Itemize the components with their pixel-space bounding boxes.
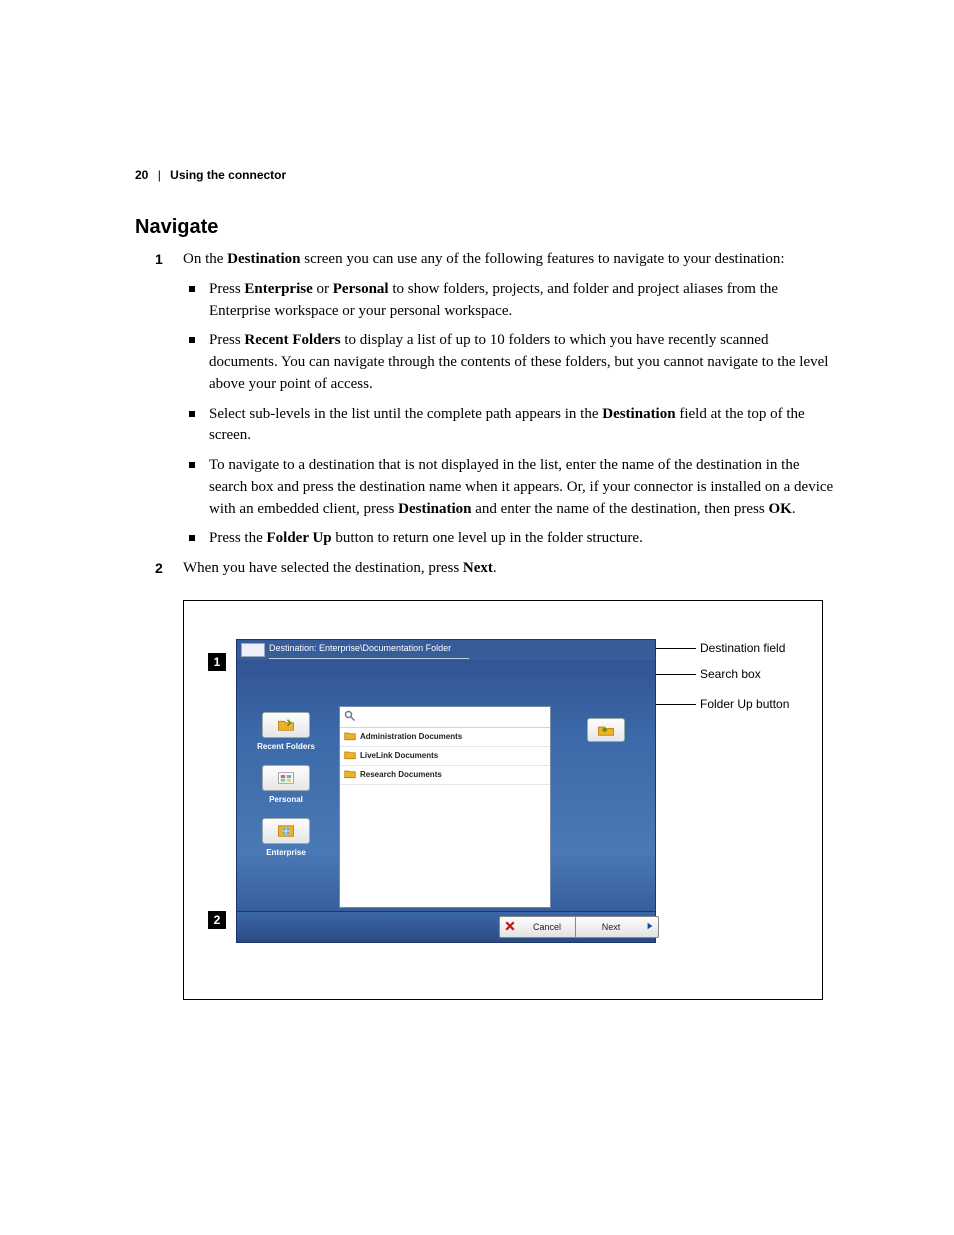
personal-button[interactable] [262, 765, 310, 791]
section-title: Using the connector [170, 168, 286, 182]
folder-up-icon [597, 723, 615, 737]
callout-marker-1: 1 [208, 653, 226, 671]
step-1-number: 1 [155, 249, 163, 269]
title-underline [269, 658, 469, 659]
next-button[interactable]: Next [575, 916, 659, 938]
page-number: 20 [135, 168, 148, 182]
bullet-enterprise-personal: Press Enterprise or Personal to show fol… [183, 279, 834, 323]
cancel-button[interactable]: Cancel [499, 916, 583, 938]
personal-label: Personal [251, 795, 321, 804]
next-arrow-icon [646, 922, 654, 930]
folder-icon [344, 769, 356, 779]
callout-folder-up: Folder Up button [700, 697, 789, 711]
personal-icon [277, 771, 295, 785]
step-2-number: 2 [155, 558, 163, 578]
folder-item[interactable]: Research Documents [340, 766, 550, 785]
device-titlebar: Destination: Enterprise\Documentation Fo… [237, 640, 655, 660]
recent-folders-label: Recent Folders [251, 742, 321, 751]
running-header: 20 | Using the connector [135, 168, 834, 182]
sidebar: Recent Folders Personal Enterprise [251, 712, 321, 871]
folder-up-button[interactable] [587, 718, 625, 742]
callout-search-box: Search box [700, 667, 761, 681]
folder-item[interactable]: LiveLink Documents [340, 747, 550, 766]
step-2-text: When you have selected the destination, … [183, 560, 497, 576]
search-box[interactable] [340, 707, 550, 728]
bottom-bar: Cancel Next [237, 911, 655, 942]
bullet-recent-folders: Press Recent Folders to display a list o… [183, 330, 834, 395]
heading-navigate: Navigate [135, 216, 834, 239]
folder-icon [344, 731, 356, 741]
folder-icon [344, 750, 356, 760]
step-2: 2 When you have selected the destination… [135, 558, 834, 580]
folder-list-panel: Administration Documents LiveLink Docume… [339, 706, 551, 908]
recent-folders-button[interactable] [262, 712, 310, 738]
folder-item[interactable]: Administration Documents [340, 728, 550, 747]
device-logo-icon [241, 643, 265, 657]
recent-folders-icon [277, 718, 295, 732]
enterprise-label: Enterprise [251, 848, 321, 857]
bullet-sublevels: Select sub-levels in the list until the … [183, 404, 834, 448]
bullet-search: To navigate to a destination that is not… [183, 455, 834, 520]
destination-field[interactable]: Destination: Enterprise\Documentation Fo… [269, 643, 451, 653]
device-screenshot: Destination: Enterprise\Documentation Fo… [236, 639, 656, 943]
step-1-text: On the Destination screen you can use an… [183, 251, 785, 267]
search-icon [344, 710, 356, 722]
callout-marker-2: 2 [208, 911, 226, 929]
step-1: 1 On the Destination screen you can use … [135, 249, 834, 550]
cancel-icon [504, 920, 516, 932]
bullet-folder-up: Press the Folder Up button to return one… [183, 528, 834, 550]
figure-frame: 1 2 Destination field Search box Folder … [183, 600, 823, 1000]
callout-destination-field: Destination field [700, 641, 785, 655]
enterprise-button[interactable] [262, 818, 310, 844]
enterprise-icon [277, 824, 295, 838]
header-separator: | [158, 168, 161, 182]
